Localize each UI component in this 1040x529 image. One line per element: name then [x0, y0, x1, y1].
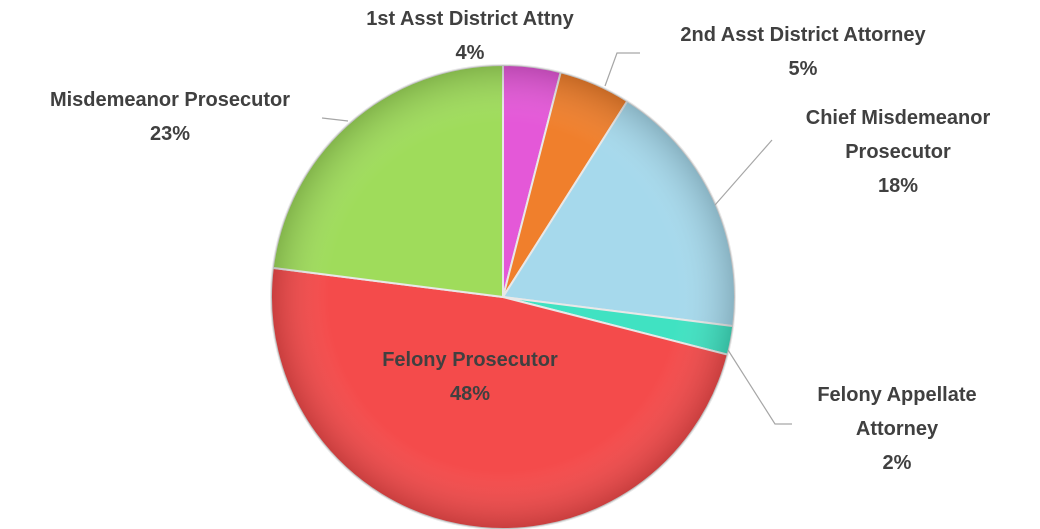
label-name: 2nd Asst District Attorney — [680, 24, 926, 46]
leader-line — [321, 117, 349, 122]
data-label: Chief Misdemeanor Prosecutor 18% — [778, 101, 1018, 203]
leader-line — [727, 349, 792, 425]
leader-line — [604, 52, 640, 87]
label-value: 48% — [449, 383, 491, 405]
label-name: Felony Prosecutor — [382, 349, 558, 371]
data-label: Misdemeanor Prosecutor 23% — [10, 83, 330, 151]
data-label: Felony Prosecutor 48% — [370, 343, 570, 411]
label-name: Felony Appellate Attorney — [817, 384, 977, 440]
label-name: Chief Misdemeanor Prosecutor — [805, 107, 991, 163]
data-label: Felony Appellate Attorney 2% — [777, 378, 1017, 480]
label-name: Misdemeanor Prosecutor — [49, 89, 291, 111]
label-value: 5% — [788, 58, 818, 80]
data-label: 2nd Asst District Attorney 5% — [633, 18, 973, 86]
label-value: 18% — [877, 175, 919, 197]
label-value: 23% — [149, 123, 191, 145]
label-value: 2% — [882, 452, 912, 474]
data-label: 1st Asst District Attny 4% — [320, 2, 620, 70]
leader-line — [714, 139, 773, 206]
label-value: 4% — [455, 42, 485, 64]
label-name: 1st Asst District Attny — [366, 8, 574, 30]
